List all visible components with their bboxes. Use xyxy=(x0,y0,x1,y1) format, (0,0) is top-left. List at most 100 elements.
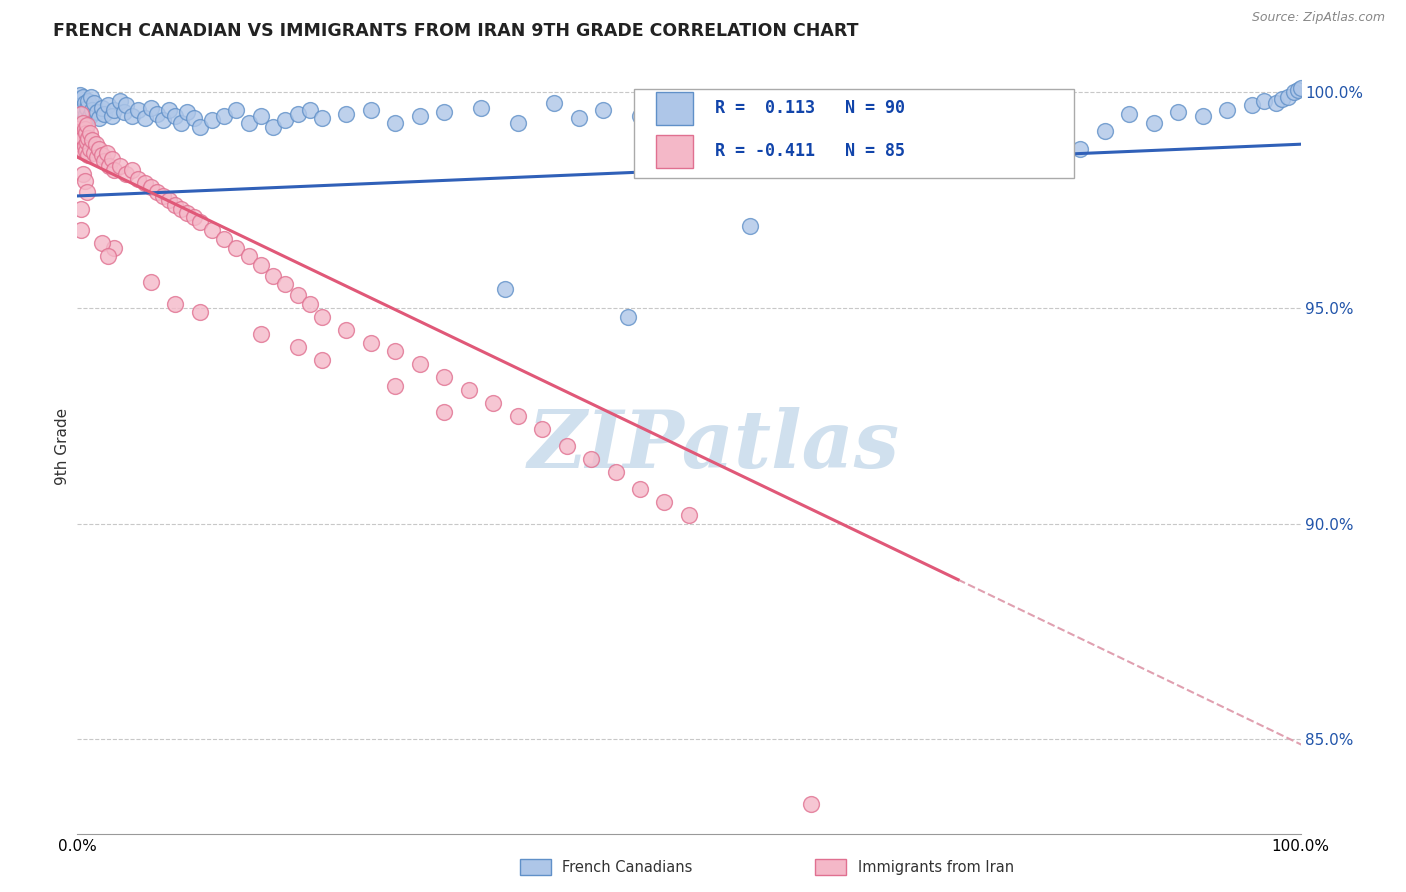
Point xyxy=(776,112,799,126)
Point xyxy=(103,241,125,255)
Point xyxy=(73,96,96,111)
Point xyxy=(100,109,122,123)
Point xyxy=(165,109,187,123)
Point xyxy=(579,451,602,466)
Point xyxy=(506,115,529,129)
Point xyxy=(70,103,93,117)
Point xyxy=(212,232,235,246)
Point xyxy=(188,305,211,319)
Point xyxy=(1143,115,1166,129)
Point xyxy=(250,109,273,123)
Point xyxy=(1286,83,1309,97)
Point xyxy=(77,94,100,108)
Point xyxy=(70,141,93,155)
Point xyxy=(433,104,456,119)
Point xyxy=(70,202,93,216)
Point xyxy=(108,94,131,108)
Point xyxy=(80,103,103,117)
Point xyxy=(250,258,273,272)
Point xyxy=(617,310,640,324)
Point xyxy=(678,508,700,522)
Point xyxy=(127,103,149,117)
Point xyxy=(115,167,138,181)
Point xyxy=(188,120,211,134)
FancyBboxPatch shape xyxy=(634,89,1074,178)
Point xyxy=(76,101,98,115)
Point xyxy=(1289,81,1312,95)
Point xyxy=(183,112,205,126)
Point xyxy=(1216,103,1239,117)
Point xyxy=(121,163,143,178)
Point xyxy=(1191,109,1213,123)
Point xyxy=(108,159,131,173)
Point xyxy=(96,145,118,160)
Point xyxy=(80,133,103,147)
Point xyxy=(409,109,432,123)
Point xyxy=(201,223,224,237)
Point xyxy=(409,357,432,371)
Point xyxy=(740,219,762,233)
Point xyxy=(176,104,198,119)
Text: ZIPatlas: ZIPatlas xyxy=(527,408,900,484)
Point xyxy=(311,352,333,367)
Point xyxy=(139,101,162,115)
Point xyxy=(183,211,205,225)
Point xyxy=(274,277,297,292)
Point xyxy=(157,193,180,207)
Point xyxy=(112,104,135,119)
Point xyxy=(800,797,823,811)
Point xyxy=(1167,104,1189,119)
Point xyxy=(922,120,945,134)
Point xyxy=(76,185,98,199)
Point xyxy=(212,109,235,123)
Point xyxy=(77,130,100,145)
Point xyxy=(170,202,193,216)
Point xyxy=(433,370,456,384)
Text: Immigrants from Iran: Immigrants from Iran xyxy=(858,860,1014,874)
Point xyxy=(115,98,138,112)
Point xyxy=(1118,107,1140,121)
Point xyxy=(97,98,120,112)
Point xyxy=(93,107,115,121)
Point xyxy=(482,396,505,410)
Point xyxy=(73,122,96,136)
Point xyxy=(225,103,247,117)
Point xyxy=(67,92,90,106)
Point xyxy=(274,113,297,128)
Text: Source: ZipAtlas.com: Source: ZipAtlas.com xyxy=(1251,11,1385,24)
Point xyxy=(176,206,198,220)
Point xyxy=(262,268,284,283)
Point xyxy=(1240,98,1263,112)
Text: FRENCH CANADIAN VS IMMIGRANTS FROM IRAN 9TH GRADE CORRELATION CHART: FRENCH CANADIAN VS IMMIGRANTS FROM IRAN … xyxy=(53,22,859,40)
Point xyxy=(972,128,994,143)
Point xyxy=(67,128,90,143)
Point xyxy=(100,153,122,167)
Point xyxy=(1253,94,1275,108)
Point xyxy=(69,137,91,152)
Point xyxy=(335,322,357,336)
Point xyxy=(654,495,676,509)
Point xyxy=(384,378,406,392)
Text: R = -0.411   N = 85: R = -0.411 N = 85 xyxy=(714,142,904,161)
Point xyxy=(470,101,492,115)
Point xyxy=(287,288,309,302)
Point xyxy=(146,107,169,121)
Point xyxy=(1045,103,1067,117)
Point xyxy=(188,215,211,229)
Point xyxy=(70,98,93,112)
Point xyxy=(311,112,333,126)
Point xyxy=(170,115,193,129)
Point xyxy=(73,139,96,153)
Point xyxy=(72,115,94,129)
Point xyxy=(134,176,156,190)
FancyBboxPatch shape xyxy=(657,92,693,125)
Point xyxy=(384,344,406,359)
Point xyxy=(1271,92,1294,106)
Point xyxy=(531,422,554,436)
Point xyxy=(70,107,93,121)
Point xyxy=(873,94,896,108)
Point xyxy=(76,118,98,132)
Point xyxy=(152,113,174,128)
Point xyxy=(69,120,91,134)
Point xyxy=(1277,89,1299,103)
